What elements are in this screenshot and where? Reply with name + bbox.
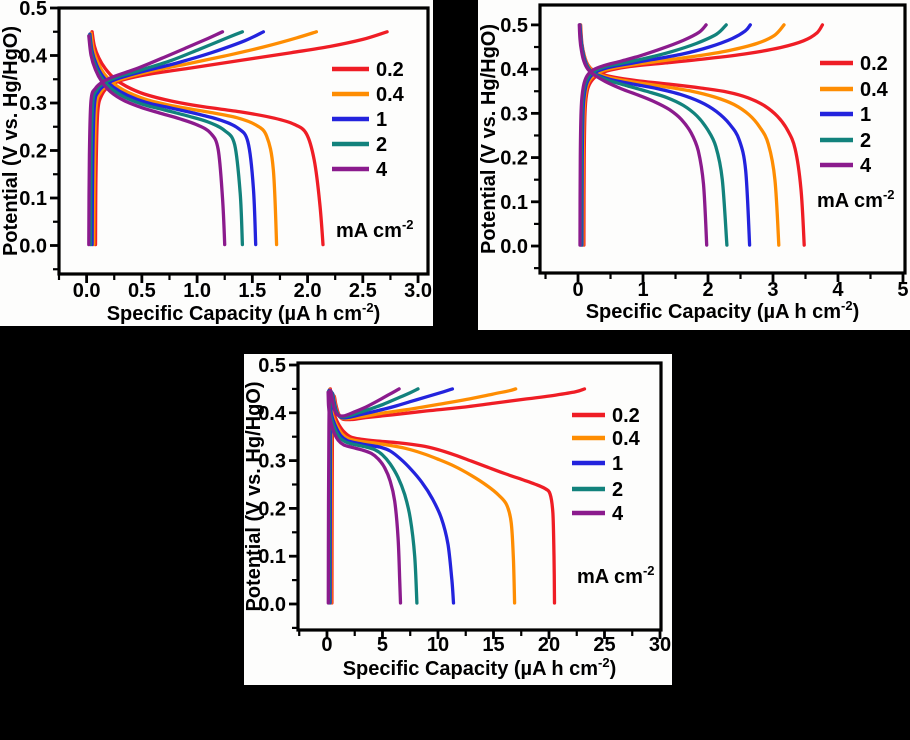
y-tick-label: 0.4 xyxy=(19,46,48,68)
x-tick-label: 25 xyxy=(593,634,615,656)
legend-label-4: 4 xyxy=(376,159,388,181)
x-axis-title: Specific Capacity (µA h cm-2) xyxy=(586,298,860,323)
legend-label-2: 2 xyxy=(860,130,871,152)
y-tick-label: 0.5 xyxy=(258,355,286,377)
y-tick-label: 0.3 xyxy=(19,93,47,115)
series-4-charge xyxy=(578,23,708,247)
legend: 0.2 0.4 1 2 4 mA cm-2 xyxy=(332,59,414,242)
x-tick-label: 15 xyxy=(482,634,504,656)
legend-label-0.4: 0.4 xyxy=(376,84,405,106)
series-4-discharge xyxy=(326,390,403,605)
legend-label-2: 2 xyxy=(612,479,623,501)
legend-label-2: 2 xyxy=(376,134,387,156)
series-0.2-discharge xyxy=(328,387,557,605)
y-tick-label: 0.4 xyxy=(500,59,529,81)
y-tick-label: 0.1 xyxy=(258,546,286,568)
axis-ticks xyxy=(289,363,662,639)
legend-label-0.4: 0.4 xyxy=(860,79,889,101)
x-tick-label: 30 xyxy=(649,634,671,656)
x-tick-label: 0 xyxy=(321,634,332,656)
axis-ticks xyxy=(50,6,420,283)
y-tick-label: 0.1 xyxy=(500,192,528,214)
series-0.2-discharge xyxy=(90,30,325,247)
x-axis-title: Specific Capacity (µA h cm-2) xyxy=(343,655,617,680)
y-tick-label: 0.5 xyxy=(19,0,47,20)
y-tick-label: 0.0 xyxy=(500,236,528,258)
y-axis-title: Potential (V vs. Hg/HgO) xyxy=(478,24,500,254)
chart-panel-top-right: 0 1 2 3 4 5 0.0 0.1 0.2 0.3 0.4 0.5 Specific Capacit… xyxy=(478,0,910,330)
chart-svg-top-left: 0.0 0.5 1.0 1.5 2.0 2.5 3.00.00.10.20.30.40.5S… xyxy=(0,0,433,326)
legend-label-0.2: 0.2 xyxy=(860,53,888,75)
legend: 0.2 0.4 1 2 4 mA cm-2 xyxy=(817,53,895,212)
x-tick-label: 5 xyxy=(897,279,908,301)
x-tick-label: 2 xyxy=(702,279,713,301)
axis-tick-labels: 0 1 2 3 4 5 0.0 0.1 0.2 0.3 0.4 0.5 xyxy=(500,15,908,301)
legend-label-1: 1 xyxy=(860,104,871,126)
series-group xyxy=(577,23,825,247)
legend-label-4: 4 xyxy=(860,155,872,177)
y-tick-label: 0.3 xyxy=(258,451,286,473)
y-axis-title: Potential (V vs. Hg/HgO) xyxy=(0,26,22,256)
x-tick-label: 1.0 xyxy=(183,280,211,302)
series-group xyxy=(326,387,587,605)
legend-label-4: 4 xyxy=(612,503,624,525)
legend-label-0.4: 0.4 xyxy=(612,428,641,450)
x-tick-label: 1.5 xyxy=(238,280,266,302)
x-tick-label: 0.0 xyxy=(73,280,101,302)
y-tick-label: 0.2 xyxy=(19,141,47,163)
series-0.4-discharge xyxy=(89,31,279,247)
plot-frame xyxy=(296,361,663,632)
chart-svg-bottom-center: 0 5 10 15 20 25 30 0.0 0.1 0.2 0.3 0.4 0.5 Specific C… xyxy=(244,354,672,685)
chart-panel-bottom-center: 0 5 10 15 20 25 30 0.0 0.1 0.2 0.3 0.4 0.5 Specific C… xyxy=(244,354,672,685)
y-tick-label: 0.0 xyxy=(19,236,47,258)
x-tick-label: 2.0 xyxy=(294,280,322,302)
legend-unit-note: mA cm-2 xyxy=(336,217,414,242)
y-tick-label: 0.5 xyxy=(500,15,528,37)
legend-label-0.2: 0.2 xyxy=(376,59,404,81)
chart-panel-top-left: 0.0 0.5 1.0 1.5 2.0 2.5 3.0 0.0 0.1 0.2 0.3 0.4 0.5 S… xyxy=(0,0,433,326)
series-4-charge xyxy=(87,30,225,247)
y-tick-label: 0.2 xyxy=(500,148,528,170)
legend-unit-note: mA cm-2 xyxy=(817,187,895,212)
x-tick-label: 10 xyxy=(427,634,449,656)
x-tick-label: 4 xyxy=(832,279,844,301)
x-tick-label: 1 xyxy=(637,279,648,301)
y-tick-label: 0.2 xyxy=(258,498,286,520)
y-tick-label: 0.0 xyxy=(258,594,286,616)
series-4-discharge xyxy=(577,23,709,247)
plot-background xyxy=(0,0,433,326)
legend-label-1: 1 xyxy=(376,109,387,131)
x-tick-label: 20 xyxy=(538,634,560,656)
series-4-charge xyxy=(326,387,401,605)
x-tick-label: 0.5 xyxy=(128,280,156,302)
x-tick-label: 5 xyxy=(377,634,388,656)
legend: 0.20.4 1 24 mA cm-2 xyxy=(572,405,655,588)
y-tick-label: 0.1 xyxy=(19,188,47,210)
plot-frame xyxy=(538,3,907,275)
series-group xyxy=(87,30,389,247)
plot-frame xyxy=(57,6,430,276)
x-tick-label: 2.5 xyxy=(349,280,377,302)
legend-unit-note: mA cm-2 xyxy=(577,563,655,588)
x-tick-label: 3.0 xyxy=(404,280,432,302)
x-axis-title: Specific Capacity (µA h cm-2) xyxy=(107,300,381,325)
y-tick-label: 0.3 xyxy=(500,103,528,125)
series-2-charge xyxy=(88,30,245,247)
axis-tick-labels: 0 5 10 15 20 25 30 0.0 0.1 0.2 0.3 0.4 0.5 xyxy=(258,355,671,656)
axis-tick-labels: 0.0 0.5 1.0 1.5 2.0 2.5 3.0 0.0 0.1 0.2 0.3 0.4 0.5 xyxy=(19,0,432,302)
series-4-discharge xyxy=(87,34,227,247)
axis-ticks xyxy=(531,23,905,282)
y-axis-title: Potential (V vs. Hg/HgO) xyxy=(244,381,265,611)
chart-svg-top-right: 0 1 2 3 4 5 0.0 0.1 0.2 0.3 0.4 0.5 Specific Capacit… xyxy=(478,0,910,330)
y-tick-label: 0.4 xyxy=(258,403,287,425)
legend-label-0.2: 0.2 xyxy=(612,405,640,427)
legend-label-1: 1 xyxy=(612,453,623,475)
x-tick-label: 0 xyxy=(572,279,583,301)
series-0.2-charge xyxy=(93,30,389,247)
x-tick-label: 3 xyxy=(767,279,778,301)
